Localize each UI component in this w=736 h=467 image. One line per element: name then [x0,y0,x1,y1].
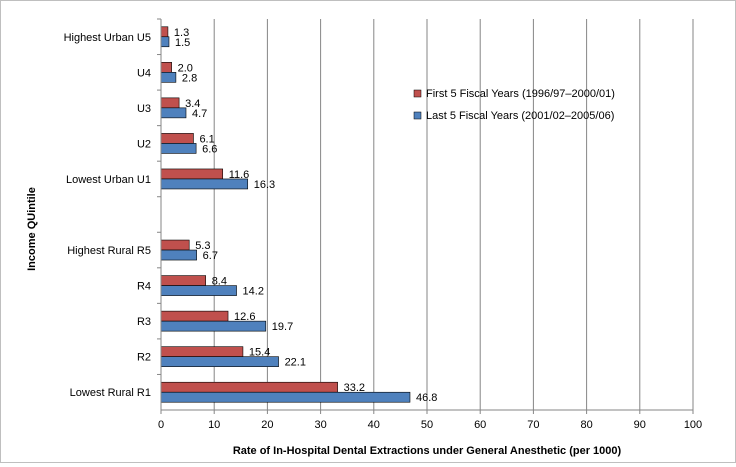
legend-swatch [413,111,422,120]
x-tick-label: 30 [314,419,326,431]
x-tick-label: 20 [261,419,273,431]
bar-last-period [160,391,411,403]
category-label: Lowest Rural R1 [70,387,151,399]
data-label-last-period: 4.7 [192,108,207,120]
data-label-last-period: 46.8 [416,392,437,404]
bar-first-period [160,346,244,357]
category-label: R2 [137,352,151,364]
x-axis-title: Rate of In-Hospital Dental Extractions u… [233,445,622,457]
legend: First 5 Fiscal Years (1996/97–2000/01) La… [413,88,615,122]
data-label-first-period: 5.3 [195,240,210,252]
x-tick-label: 10 [208,419,220,431]
data-label-first-period: 11.6 [229,169,250,181]
bar-first-period [160,239,190,251]
bar-last-period [160,143,197,154]
x-tick-label: 90 [634,419,646,431]
category-label: U4 [137,67,151,79]
data-label-last-period: 6.6 [202,143,217,155]
data-label-first-period: 12.6 [234,311,255,323]
data-label-first-period: 3.4 [185,98,200,110]
bar-last-period [160,36,170,48]
data-label-last-period: 16.3 [254,179,275,191]
x-tick-label: 70 [527,419,539,431]
x-tick-label: 80 [580,419,592,431]
category-label: Highest Rural R5 [67,245,151,257]
x-tick-label: 60 [474,419,486,431]
data-label-first-period: 1.3 [174,27,189,39]
bar-first-period [160,26,169,38]
labels: 0 10 20 30 40 50 60 70 80 90 100 Highest Urban U5 1.… [64,27,703,431]
data-label-last-period: 2.8 [182,72,197,84]
category-label: Lowest Urban U1 [66,174,151,186]
data-label-last-period: 6.7 [203,250,218,262]
bar-first-period [160,310,229,322]
x-tick-label: 50 [421,419,433,431]
x-tick-label: 100 [684,419,702,431]
bar-last-period [160,72,177,83]
bar-last-period [160,249,197,261]
bar-first-period [160,62,172,73]
category-label: U2 [137,138,151,150]
bar-first-period [160,168,224,180]
data-label-last-period: 14.2 [243,286,264,298]
bar-first-period [160,97,180,109]
data-label-first-period: 33.2 [344,382,365,394]
legend-swatch [413,89,422,98]
y-axis-title: Income QUintile [26,187,38,271]
x-tick-label: 0 [158,419,164,431]
category-label: Highest Urban U5 [64,32,151,44]
data-label-last-period: 22.1 [285,357,306,369]
x-tick-label: 40 [368,419,380,431]
data-label-first-period: 8.4 [212,276,227,288]
data-label-last-period: 19.7 [272,321,293,333]
grid-lines [213,19,694,410]
bar-first-period [160,133,194,144]
legend-label: First 5 Fiscal Years (1996/97–2000/01) [426,88,615,100]
data-label-first-period: 15.4 [249,347,270,359]
data-label-first-period: 2.0 [178,62,193,74]
bar-first-period [160,381,338,393]
data-label-first-period: 6.1 [199,133,214,145]
bar-first-period [160,275,206,286]
legend-label: Last 5 Fiscal Years (2001/02–2005/06) [426,110,614,122]
axes [157,18,694,414]
category-label: U3 [137,103,151,115]
data-label-last-period: 1.5 [175,37,190,49]
bars [160,26,411,403]
category-label: R4 [137,281,151,293]
category-label: R3 [137,316,151,328]
bar-last-period [160,107,187,119]
